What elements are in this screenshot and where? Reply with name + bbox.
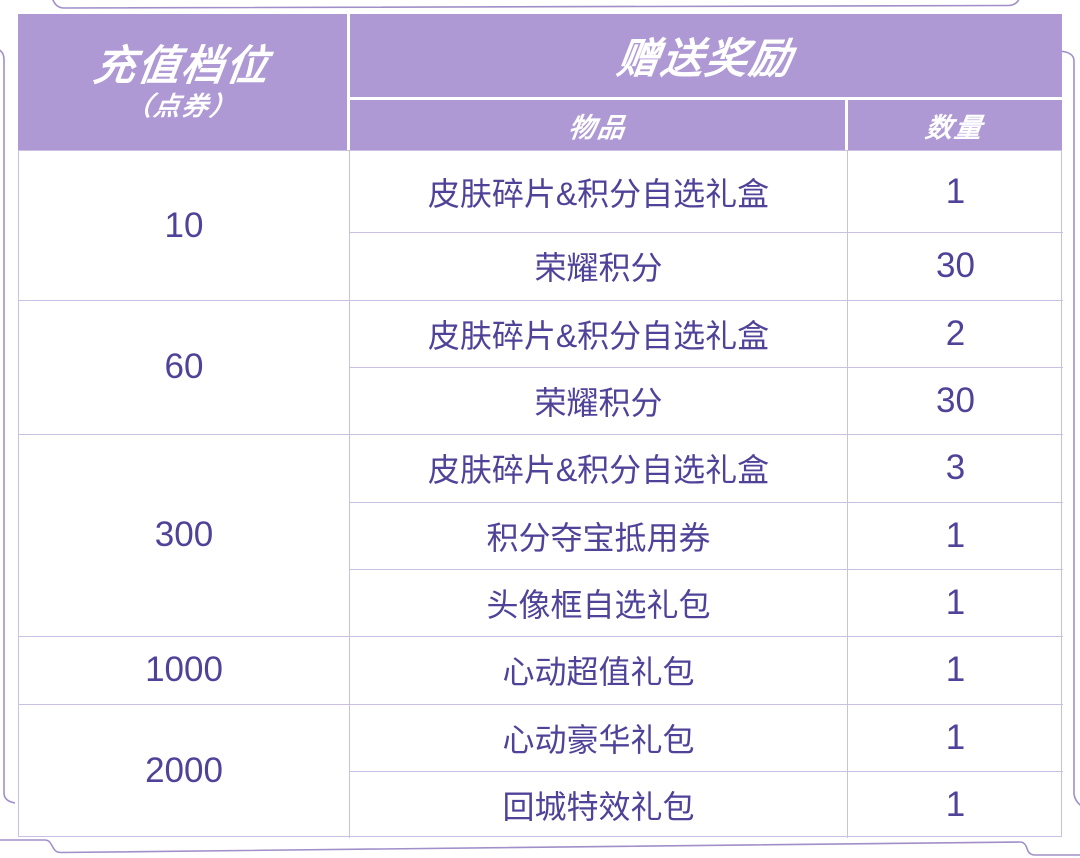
row-divider — [349, 569, 1063, 570]
item-cell: 皮肤碎片&积分自选礼盒 — [427, 317, 770, 354]
header-qty-column: 数量 — [848, 100, 1062, 150]
column-divider — [349, 151, 350, 838]
row-divider — [349, 434, 1063, 435]
item-cell: 心动超值礼包 — [502, 654, 695, 690]
row-divider — [349, 704, 1063, 705]
frame-left-line — [0, 49, 16, 804]
tier-divider — [19, 704, 349, 705]
tier-cell: 2000 — [145, 751, 223, 790]
header-item-label: 物品 — [566, 112, 629, 143]
frame-bottom-line — [0, 839, 1080, 856]
qty-cell: 1 — [945, 784, 966, 824]
tier-divider — [19, 434, 349, 435]
item-cell: 头像框自选礼包 — [486, 586, 711, 623]
qty-cell: 1 — [945, 582, 966, 622]
row-divider — [349, 771, 1063, 772]
row-divider — [349, 502, 1063, 503]
qty-cell: 1 — [945, 717, 966, 757]
item-cell: 皮肤碎片&积分自选礼盒 — [427, 175, 770, 212]
qty-cell: 30 — [936, 246, 975, 285]
item-cell: 皮肤碎片&积分自选礼盒 — [427, 452, 770, 488]
tier-cell: 300 — [154, 515, 214, 554]
qty-cell: 1 — [945, 650, 966, 689]
tier-divider — [19, 300, 349, 301]
qty-cell: 3 — [945, 448, 966, 487]
item-cell: 荣耀积分 — [534, 384, 663, 421]
row-divider — [349, 300, 1063, 301]
header-tier-cell: 充值档位 （点券） — [18, 14, 347, 150]
qty-cell: 30 — [936, 380, 975, 420]
item-cell: 回城特效礼包 — [502, 788, 695, 825]
header-rewards-cell: 赠送奖励 — [350, 14, 1062, 97]
table-body: 10 60 300 1000 2000 皮肤碎片&积分自选礼盒 1 荣耀积分 3… — [18, 150, 1063, 838]
tier-divider — [19, 636, 349, 637]
tier-cell: 10 — [164, 205, 204, 245]
item-cell: 荣耀积分 — [534, 250, 663, 286]
qty-cell: 1 — [945, 515, 966, 555]
row-divider — [349, 232, 1063, 233]
header-rewards-label: 赠送奖励 — [614, 35, 797, 82]
header-qty-label: 数量 — [923, 112, 986, 143]
qty-cell: 2 — [945, 313, 966, 353]
tier-cell: 1000 — [145, 650, 223, 689]
qty-cell: 1 — [945, 171, 966, 211]
column-divider — [847, 151, 848, 838]
item-cell: 心动豪华礼包 — [502, 721, 695, 758]
header-tier-sublabel: （点券） — [124, 90, 241, 121]
tier-cell: 60 — [164, 347, 204, 386]
header-tier-label: 充值档位 — [91, 42, 274, 90]
frame-top-line — [52, 0, 1020, 9]
row-divider — [349, 367, 1063, 368]
header-item-column: 物品 — [350, 100, 845, 150]
row-divider — [349, 636, 1063, 637]
item-cell: 积分夺宝抵用券 — [486, 519, 711, 556]
